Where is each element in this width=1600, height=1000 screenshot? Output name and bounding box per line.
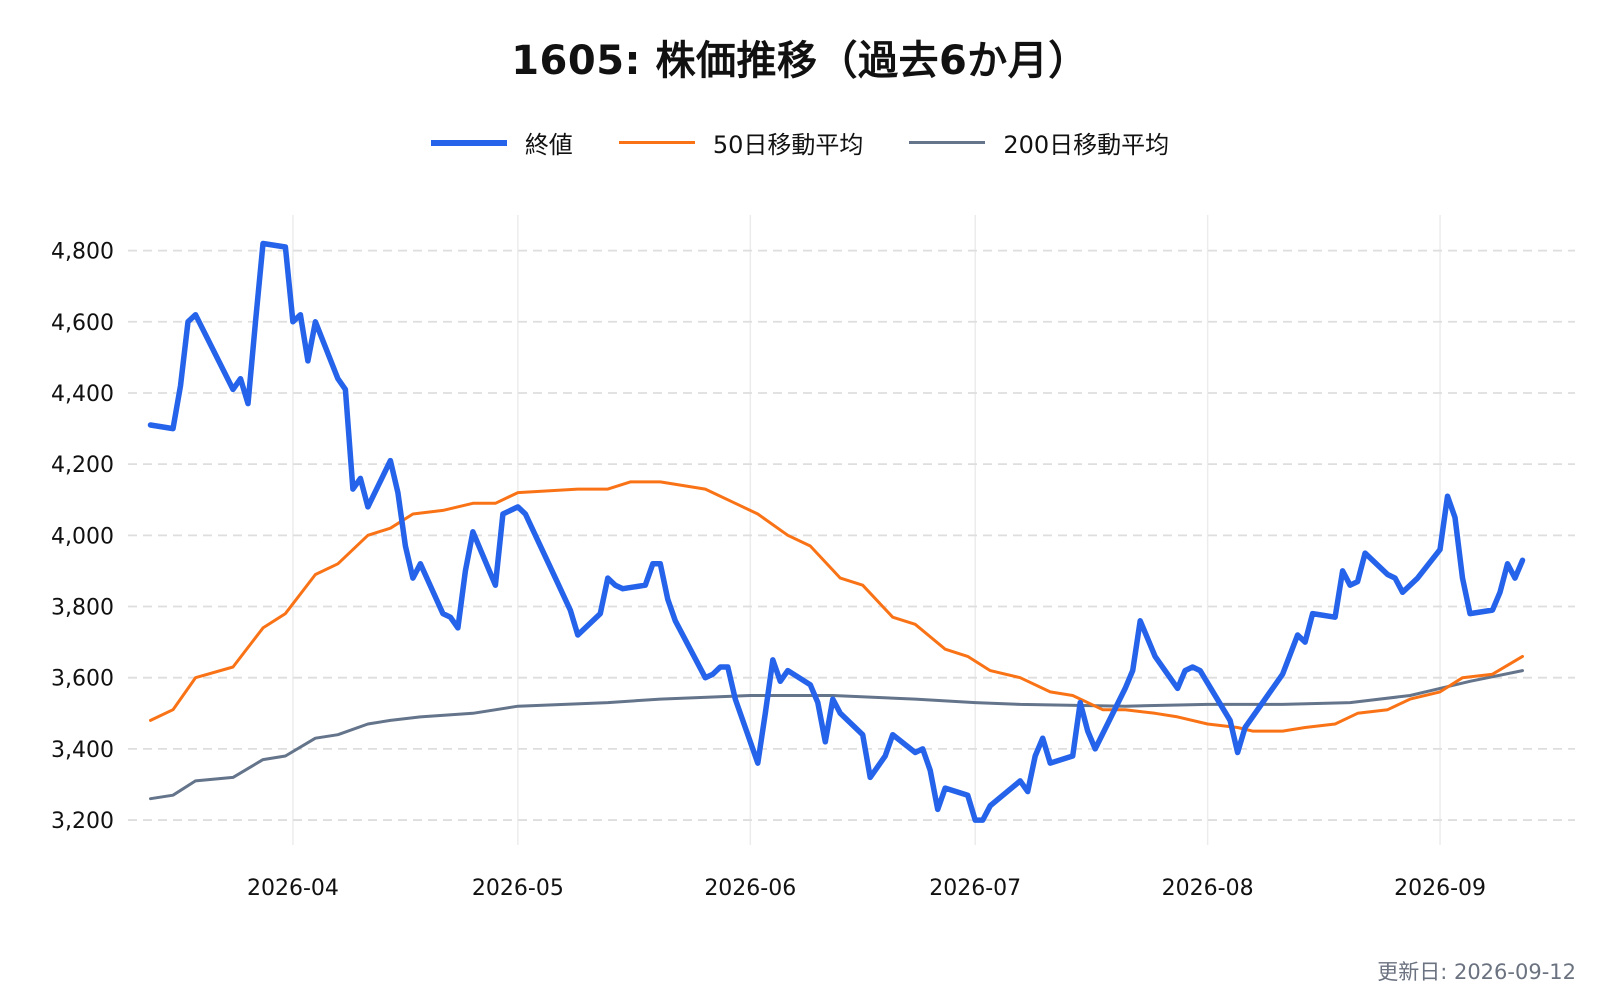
legend-item-ma50[interactable]: 50日移動平均: [618, 125, 864, 160]
close-price-line: [147, 240, 1526, 823]
y-tick-label: 3,600: [51, 667, 114, 692]
x-tick-label: 2026-06: [704, 876, 796, 901]
ma50-line: [149, 480, 1524, 733]
y-tick-label: 3,800: [51, 596, 114, 621]
legend-item-close[interactable]: 終値: [430, 125, 573, 160]
chart-title: 1605: 株価推移（過去6か月）: [511, 38, 1089, 84]
legend-label-ma50: 50日移動平均: [712, 131, 864, 159]
chart-legend: 終値 50日移動平均 200日移動平均: [0, 125, 1600, 160]
x-tick-label: 2026-08: [1162, 876, 1254, 901]
x-tick-label: 2026-07: [929, 876, 1021, 901]
updated-date: 更新日: 2026-09-12: [1377, 960, 1576, 984]
y-tick-label: 4,800: [51, 240, 114, 265]
legend-swatch-ma50: [618, 141, 695, 144]
x-tick-label: 2026-09: [1394, 876, 1486, 901]
ma200-line: [149, 669, 1524, 801]
x-tick-label: 2026-05: [472, 876, 564, 901]
y-tick-label: 3,400: [51, 738, 114, 763]
y-tick-label: 4,000: [51, 524, 114, 549]
legend-item-ma200[interactable]: 200日移動平均: [909, 125, 1169, 160]
y-tick-label: 3,200: [51, 809, 114, 834]
legend-label-ma200: 200日移動平均: [1003, 131, 1170, 159]
legend-label-close: 終値: [524, 131, 573, 159]
y-tick-label: 4,200: [51, 453, 114, 478]
y-tick-label: 4,600: [51, 311, 114, 336]
y-tick-label: 4,400: [51, 382, 114, 407]
x-tick-label: 2026-04: [247, 876, 339, 901]
legend-swatch-close: [430, 139, 507, 146]
legend-swatch-ma200: [909, 141, 986, 144]
